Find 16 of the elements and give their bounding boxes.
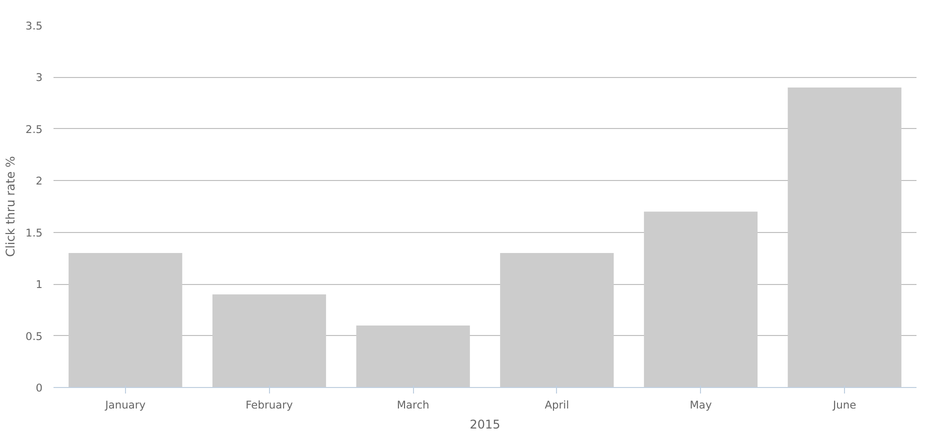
y-axis-title: Click thru rate %: [4, 156, 18, 257]
x-tick-label: June: [832, 398, 856, 412]
y-tick-label: 1.5: [26, 226, 43, 240]
x-tick-label: March: [396, 398, 430, 412]
y-tick-label: 3: [36, 71, 42, 84]
x-tick-label: May: [690, 398, 712, 412]
x-tick-label: January: [104, 398, 146, 412]
y-tick-label: 2.5: [26, 122, 43, 136]
x-tick-label: February: [246, 398, 293, 412]
y-tick-label: 1: [36, 278, 42, 292]
y-tick-label: 0.5: [26, 330, 43, 343]
x-axis-title: 2015: [470, 418, 500, 431]
x-tick-label: April: [544, 398, 570, 412]
y-tick-label: 3.5: [26, 20, 43, 32]
y-tick-label: 2: [36, 174, 42, 188]
y-tick-label: 0: [36, 382, 43, 394]
